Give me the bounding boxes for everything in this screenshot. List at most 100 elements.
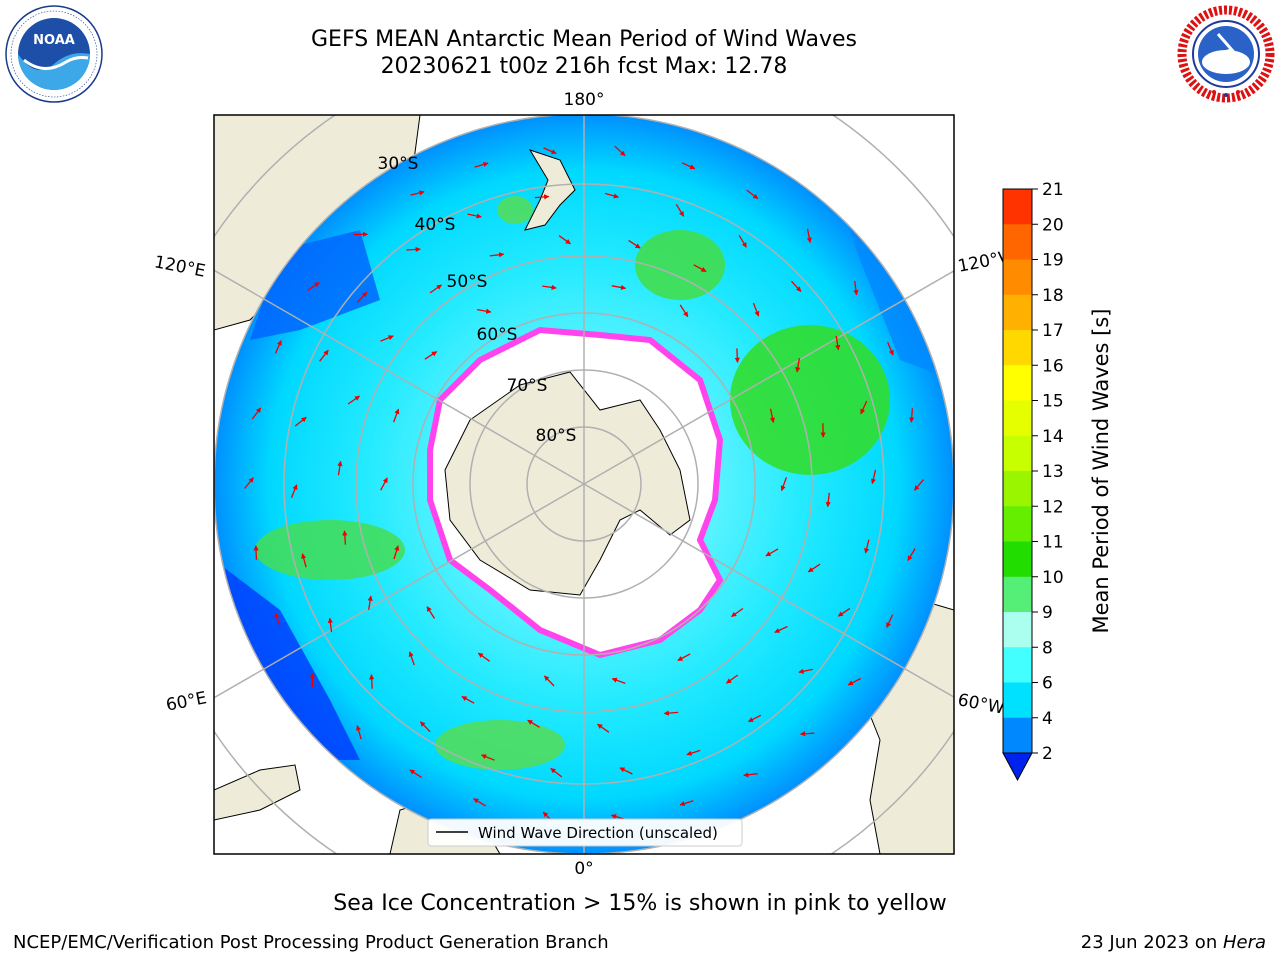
wind-wave-arrow [380,477,388,491]
wind-wave-arrow [327,617,333,633]
wind-wave-arrow [543,675,555,687]
graticule [214,115,954,854]
colorbar-tick-label: 19 [1042,251,1064,271]
colorbar-tick-label: 13 [1042,462,1064,482]
wind-wave-arrow [481,754,495,761]
wind-wave-arrow [746,189,759,200]
colorbar-bands [1003,189,1032,754]
colorbar-extend-triangle [1002,752,1033,782]
wind-wave-arrow [614,145,626,157]
noaa-logo-text: NOAA [33,33,75,48]
colorbar-tick-label: 9 [1042,603,1053,623]
wind-wave-arrow [825,492,831,508]
sea-ice-note: Sea Ice Concentration > 15% is shown in … [333,891,947,916]
lon-label-180: 180° [564,90,605,110]
colorbar-band [1003,682,1032,719]
lat-label-80s: 80°S [536,426,577,446]
wind-wave-arrow [611,284,627,291]
colorbar-tick-label: 16 [1042,356,1064,376]
colorbar-band [1003,576,1032,613]
wind-wave-arrow [380,335,394,342]
wind-wave-arrow [734,348,740,363]
footer-credit: NCEP/EMC/Verification Post Processing Pr… [13,932,609,953]
wind-wave-arrow [477,652,491,662]
wind-wave-arrow [301,553,307,568]
colorbar-tick-label: 21 [1042,180,1064,200]
colorbar-band [1003,612,1032,648]
wind-wave-arrow [743,772,758,778]
wind-wave-arrow [543,147,557,155]
colorbar-tick-label: 12 [1042,497,1064,517]
wind-wave-arrow [527,719,540,728]
wind-wave-arrow [290,484,298,499]
lat-label-40s: 40°S [415,215,456,235]
lon-label-120e: 120°E [153,252,208,281]
colorbar: 21 20 19 18 17 16 15 14 13 12 11 10 9 8 6 4 2 Mean Perio… [1002,180,1113,782]
antarctica-land [444,371,691,596]
wind-wave-arrow [765,548,779,557]
wind-wave-arrow [244,477,254,489]
colorbar-tick-label: 20 [1042,215,1064,235]
chart-title: GEFS MEAN Antarctic Mean Period of Wind … [311,27,857,52]
lat-label-30s: 30°S [378,154,419,174]
wind-wave-arrow [274,340,282,354]
wind-wave-arrow [611,677,626,685]
ocean-patch-green-1 [730,325,890,475]
map-frame [213,114,955,855]
wind-wave-arrow [799,731,815,737]
wind-wave-arrow [747,714,762,723]
wind-wave-arrow [369,674,375,689]
colorbar-tick-label: 17 [1042,321,1064,341]
wind-wave-arrow [476,308,492,314]
wind-wave-arrow [769,408,775,424]
wind-wave-arrow [424,351,438,360]
colorbar-band [1003,647,1032,683]
ocean-patch-green-2 [635,230,725,300]
wind-wave-arrow [474,161,489,168]
wind-wave-arrow [467,213,482,219]
wind-wave-arrow [251,407,262,420]
wind-wave-arrow [534,194,550,200]
wind-wave-arrow [675,204,685,217]
wind-wave-arrow [426,606,436,619]
colorbar-band [1003,435,1032,472]
wind-wave-arrow [408,651,415,666]
lon-label-60e: 60°E [164,688,208,715]
wind-wave-arrow [550,767,563,778]
wind-wave-arrow [790,280,802,292]
footer-host: Hera [1222,932,1266,953]
wind-wave-arrow [619,767,633,775]
wind-wave-arrow [681,162,696,170]
colorbar-band [1003,365,1032,401]
wind-wave-arrow [307,281,320,291]
wind-wave-arrow [628,239,641,249]
lat-label-70s: 70°S [507,376,548,396]
wind-wave-arrow [886,614,894,628]
wind-wave-arrow [731,607,744,618]
noaa-logo: NOAA [5,5,103,103]
wind-wave-arrow [294,416,307,427]
colorbar-band [1003,506,1032,542]
wind-wave-arrow [806,228,812,244]
colorbar-tick-label: 2 [1042,744,1053,764]
colorbar-band [1003,330,1032,366]
wind-wave-arrow [342,530,348,545]
wind-wave-arrow [726,674,739,684]
colorbar-band [1003,400,1032,437]
wind-wave-arrow [253,545,259,560]
colorbar-band [1003,259,1032,296]
ocean-patch-green-3 [255,520,405,580]
wind-wave-arrow [909,408,915,423]
wind-wave-arrow [663,710,679,716]
colorbar-band [1003,541,1032,578]
wind-wave-arrow [837,607,851,617]
lat-label-50s: 50°S [447,272,488,292]
wind-wave-arrow [489,252,505,258]
wind-wave-arrow [356,725,362,740]
wind-wave-arrow [693,264,707,273]
map-legend: Wind Wave Direction (unscaled) [427,818,743,847]
wind-wave-arrow [393,545,400,560]
wind-wave-arrow [542,284,557,290]
ocean-patch-green-5 [497,196,533,224]
map-area: 30°S 40°S 50°S 60°S 70°S 80°S Wind Wave … [214,115,954,854]
